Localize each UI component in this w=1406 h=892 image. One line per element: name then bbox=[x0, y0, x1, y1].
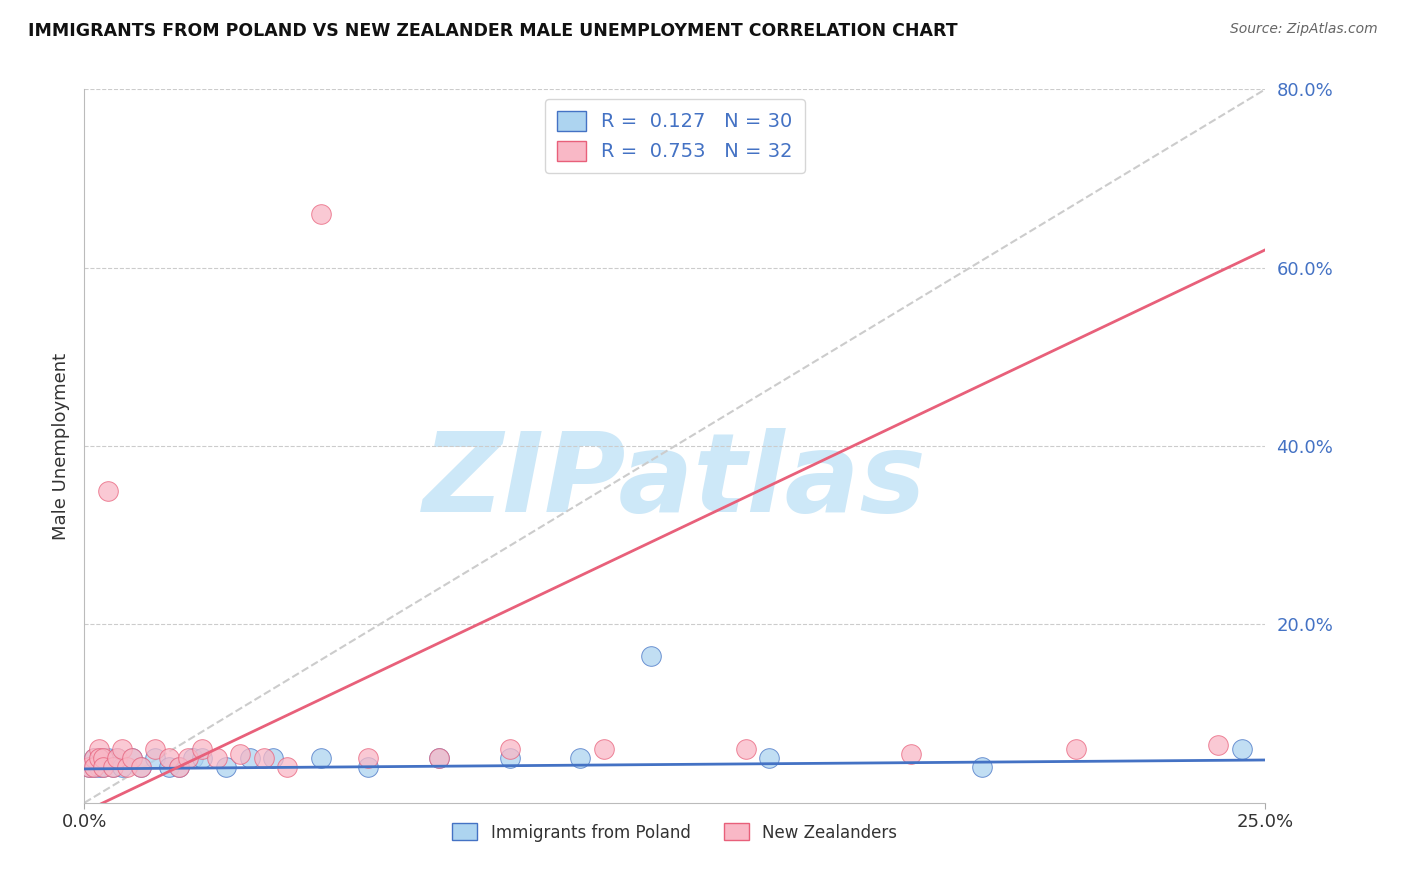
Point bbox=[101, 760, 124, 774]
Point bbox=[83, 760, 105, 774]
Point bbox=[239, 751, 262, 765]
Text: ZIPatlas: ZIPatlas bbox=[423, 428, 927, 535]
Point bbox=[734, 742, 756, 756]
Point bbox=[101, 760, 124, 774]
Point bbox=[87, 742, 110, 756]
Point bbox=[569, 751, 592, 765]
Point bbox=[167, 760, 190, 774]
Point bbox=[87, 751, 110, 765]
Point bbox=[191, 742, 214, 756]
Point bbox=[91, 751, 114, 765]
Point bbox=[143, 742, 166, 756]
Point bbox=[229, 747, 252, 761]
Point bbox=[498, 751, 520, 765]
Point bbox=[167, 760, 190, 774]
Point bbox=[107, 751, 129, 765]
Point bbox=[121, 751, 143, 765]
Point bbox=[97, 483, 120, 498]
Text: IMMIGRANTS FROM POLAND VS NEW ZEALANDER MALE UNEMPLOYMENT CORRELATION CHART: IMMIGRANTS FROM POLAND VS NEW ZEALANDER … bbox=[28, 22, 957, 40]
Point bbox=[91, 751, 114, 765]
Point bbox=[309, 751, 332, 765]
Point bbox=[157, 751, 180, 765]
Point bbox=[309, 207, 332, 221]
Point bbox=[357, 760, 380, 774]
Point bbox=[357, 751, 380, 765]
Point bbox=[129, 760, 152, 774]
Point bbox=[177, 751, 200, 765]
Point bbox=[77, 760, 100, 774]
Point bbox=[900, 747, 922, 761]
Point bbox=[1230, 742, 1253, 756]
Point bbox=[97, 751, 120, 765]
Point bbox=[115, 760, 138, 774]
Point bbox=[121, 751, 143, 765]
Point bbox=[77, 760, 100, 774]
Point bbox=[640, 648, 662, 663]
Point bbox=[91, 760, 114, 774]
Point bbox=[83, 751, 105, 765]
Text: Source: ZipAtlas.com: Source: ZipAtlas.com bbox=[1230, 22, 1378, 37]
Point bbox=[111, 742, 134, 756]
Point bbox=[215, 760, 238, 774]
Point bbox=[427, 751, 450, 765]
Point bbox=[191, 751, 214, 765]
Point bbox=[253, 751, 276, 765]
Point bbox=[205, 751, 228, 765]
Point bbox=[111, 760, 134, 774]
Point bbox=[83, 760, 105, 774]
Point bbox=[87, 760, 110, 774]
Point bbox=[181, 751, 204, 765]
Point bbox=[427, 751, 450, 765]
Point bbox=[157, 760, 180, 774]
Point bbox=[758, 751, 780, 765]
Point bbox=[1206, 738, 1229, 752]
Point bbox=[970, 760, 993, 774]
Point bbox=[143, 751, 166, 765]
Point bbox=[107, 751, 129, 765]
Point bbox=[1066, 742, 1088, 756]
Point bbox=[129, 760, 152, 774]
Y-axis label: Male Unemployment: Male Unemployment bbox=[52, 352, 70, 540]
Point bbox=[91, 760, 114, 774]
Point bbox=[83, 751, 105, 765]
Point bbox=[593, 742, 616, 756]
Point bbox=[87, 751, 110, 765]
Point bbox=[498, 742, 520, 756]
Legend: Immigrants from Poland, New Zealanders: Immigrants from Poland, New Zealanders bbox=[443, 814, 907, 852]
Point bbox=[262, 751, 284, 765]
Point bbox=[276, 760, 298, 774]
